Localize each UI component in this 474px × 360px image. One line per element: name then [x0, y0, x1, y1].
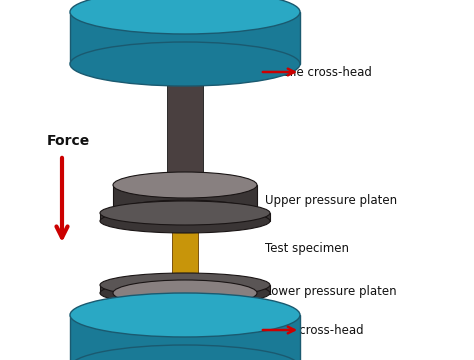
Polygon shape — [113, 185, 257, 213]
Polygon shape — [167, 64, 203, 179]
Polygon shape — [100, 213, 270, 221]
Ellipse shape — [172, 216, 198, 226]
Ellipse shape — [167, 58, 203, 70]
Ellipse shape — [113, 172, 257, 198]
Polygon shape — [113, 293, 257, 313]
Text: Lower pressure platen: Lower pressure platen — [265, 285, 397, 298]
Polygon shape — [172, 221, 198, 285]
Ellipse shape — [113, 300, 257, 326]
Text: Mobile cross-head: Mobile cross-head — [265, 66, 372, 78]
Ellipse shape — [100, 281, 270, 305]
Text: Upper pressure platen: Upper pressure platen — [265, 194, 397, 207]
Ellipse shape — [113, 280, 257, 306]
Ellipse shape — [167, 173, 203, 185]
Polygon shape — [100, 285, 270, 293]
Ellipse shape — [70, 293, 300, 337]
Ellipse shape — [100, 209, 270, 233]
Ellipse shape — [70, 0, 300, 34]
Text: Fixed cross-head: Fixed cross-head — [265, 324, 364, 337]
Ellipse shape — [70, 345, 300, 360]
Ellipse shape — [172, 280, 198, 290]
Ellipse shape — [100, 273, 270, 297]
Ellipse shape — [70, 42, 300, 86]
Ellipse shape — [113, 200, 257, 226]
Ellipse shape — [100, 201, 270, 225]
Text: Test specimen: Test specimen — [265, 242, 349, 255]
Polygon shape — [70, 315, 300, 360]
Polygon shape — [70, 12, 300, 64]
Text: Force: Force — [47, 134, 90, 148]
